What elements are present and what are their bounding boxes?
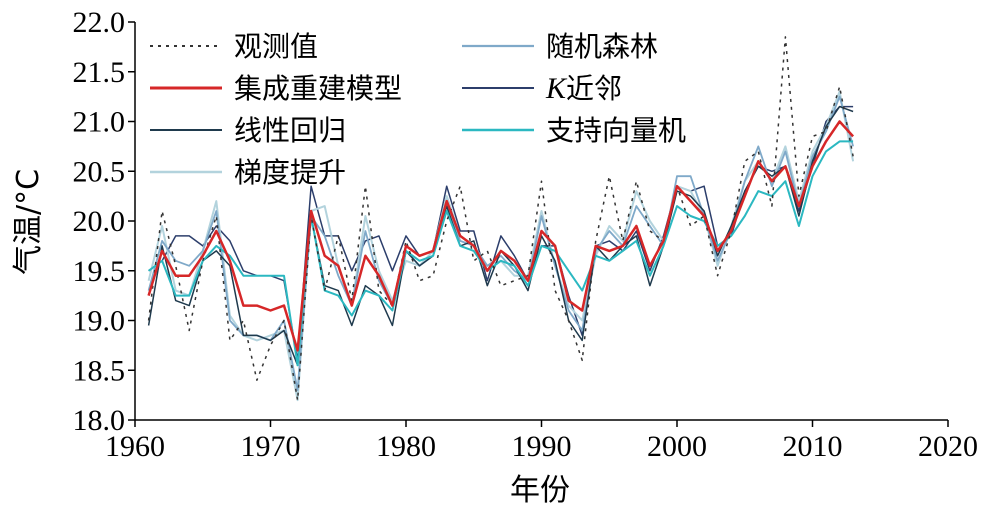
x-tick-label: 1960 (105, 430, 165, 463)
series-line-6 (148, 140, 854, 367)
legend-label-6: 支持向量机 (546, 114, 686, 147)
x-tick-label: 1990 (512, 430, 572, 463)
legend-label-2: 线性回归 (234, 114, 346, 147)
axes (134, 22, 948, 421)
legend-label-5: K近邻 (545, 72, 622, 105)
legend-label-3: 梯度提升 (234, 156, 346, 189)
y-tick-label: 21.5 (73, 56, 126, 89)
y-tick-label: 22.0 (73, 6, 126, 39)
y-tick-label: 18.5 (73, 354, 126, 387)
x-tick-label: 2010 (783, 430, 843, 463)
y-tick-label: 19.5 (73, 255, 126, 288)
legend-label-1: 集成重建模型 (234, 72, 402, 105)
series-line-0 (147, 36, 854, 401)
y-axis-title: 气温/°C (11, 169, 46, 275)
grid-layer: 18.0 18.5 19.0 19.5 20.0 20.5 21.0 21.5 22.0 1960… (73, 6, 979, 463)
x-axis-title: 年份 (510, 473, 570, 508)
x-tick-label: 2000 (647, 430, 707, 463)
series-line-1 (147, 120, 855, 352)
x-tick-label: 1980 (376, 430, 436, 463)
x-tick-label: 2020 (918, 430, 978, 463)
y-tick-label: 19.0 (73, 305, 126, 338)
y-tick-label: 20.5 (73, 155, 126, 188)
y-tick-label: 20.0 (73, 205, 126, 238)
y-tick-label: 18.0 (73, 404, 126, 437)
x-tick-label: 1970 (241, 430, 301, 463)
legend-label-4: 随机森林 (546, 30, 658, 63)
series-layer (147, 36, 855, 402)
y-tick-label: 21.0 (73, 106, 126, 139)
legend-label-0: 观测值 (234, 30, 318, 63)
